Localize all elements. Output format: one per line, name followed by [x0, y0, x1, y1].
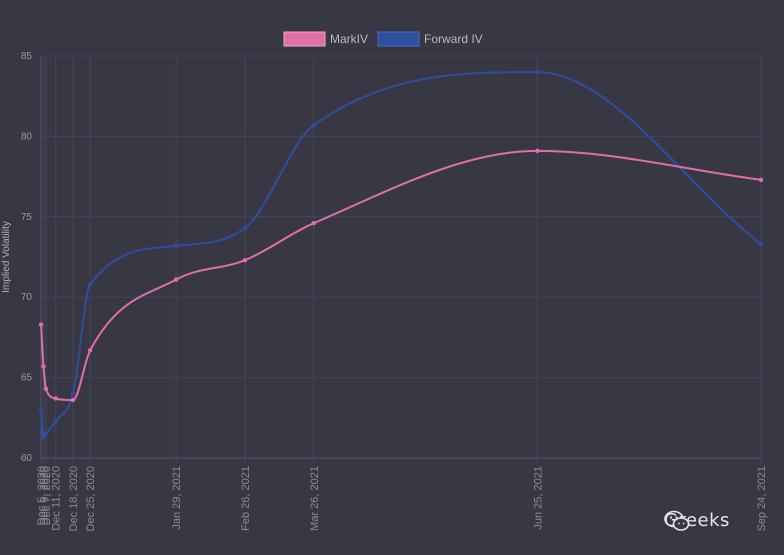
data-point-forward-iv[interactable]	[242, 225, 248, 231]
legend-swatch	[377, 31, 420, 47]
x-tick-label: Mar 26, 2021	[309, 466, 321, 531]
legend-label: MarkIV	[330, 32, 368, 46]
data-point-forward-iv[interactable]	[535, 69, 540, 75]
series-group	[38, 69, 764, 440]
series-line-forward-iv	[40, 71, 762, 439]
y-tick-label: 75	[21, 212, 33, 223]
legend-item-forward-iv[interactable]: Forward IV	[377, 31, 483, 47]
x-tick-label: Dec 5, 2020	[36, 466, 48, 525]
data-point-forward-iv[interactable]	[311, 122, 316, 128]
x-tick-label: Sep 24, 2021	[756, 466, 768, 531]
wechat-icon	[664, 510, 690, 531]
legend-item-markiv[interactable]: MarkIV	[283, 31, 368, 47]
data-point-forward-iv[interactable]	[173, 243, 179, 248]
x-tick-label: Dec 6, 2020	[38, 466, 50, 525]
data-point-forward-iv[interactable]	[38, 407, 44, 412]
data-point-forward-iv[interactable]	[43, 431, 49, 437]
watermark: Greeks	[664, 510, 730, 531]
data-point-forward-iv[interactable]	[41, 434, 46, 440]
x-tick-label: Dec 18, 2020	[68, 466, 80, 531]
data-point-forward-iv[interactable]	[87, 282, 93, 287]
y-axis-label: Implied Volatility	[1, 221, 12, 293]
y-tick-label: 60	[21, 453, 33, 464]
data-point-markiv[interactable]	[311, 221, 316, 226]
data-point-markiv[interactable]	[87, 348, 93, 353]
data-point-markiv[interactable]	[70, 397, 76, 403]
data-point-markiv[interactable]	[758, 177, 764, 183]
data-point-markiv[interactable]	[43, 386, 49, 392]
legend[interactable]: MarkIV Forward IV	[283, 31, 483, 47]
data-point-markiv[interactable]	[38, 322, 44, 327]
x-tick-label: Jun 25, 2021	[532, 466, 544, 530]
legend-label: Forward IV	[424, 32, 483, 46]
y-tick-label: 65	[21, 373, 33, 384]
series-line-markiv	[40, 149, 762, 402]
legend-swatch	[283, 31, 326, 47]
data-point-markiv[interactable]	[53, 396, 58, 401]
data-point-markiv[interactable]	[535, 148, 540, 154]
series-forward-iv	[38, 69, 764, 440]
data-point-forward-iv[interactable]	[758, 241, 764, 247]
x-tick-label: Jan 29, 2021	[171, 466, 183, 530]
data-point-markiv[interactable]	[41, 364, 46, 369]
y-tick-label: 80	[21, 131, 33, 142]
data-point-forward-iv[interactable]	[70, 391, 76, 396]
x-tick-label: Feb 26, 2021	[240, 466, 252, 531]
y-tick-label: 70	[21, 292, 33, 303]
series-markiv	[38, 148, 764, 403]
data-point-markiv[interactable]	[242, 258, 248, 263]
data-point-forward-iv[interactable]	[53, 418, 58, 424]
data-point-markiv[interactable]	[173, 277, 179, 282]
gridlines	[40, 55, 762, 464]
x-tick-label: Dec 11, 2020	[51, 466, 63, 531]
x-tick-label: Dec 7, 2020	[41, 466, 53, 525]
y-tick-label: 85	[21, 51, 33, 62]
x-tick-label: Dec 25, 2020	[85, 466, 97, 531]
